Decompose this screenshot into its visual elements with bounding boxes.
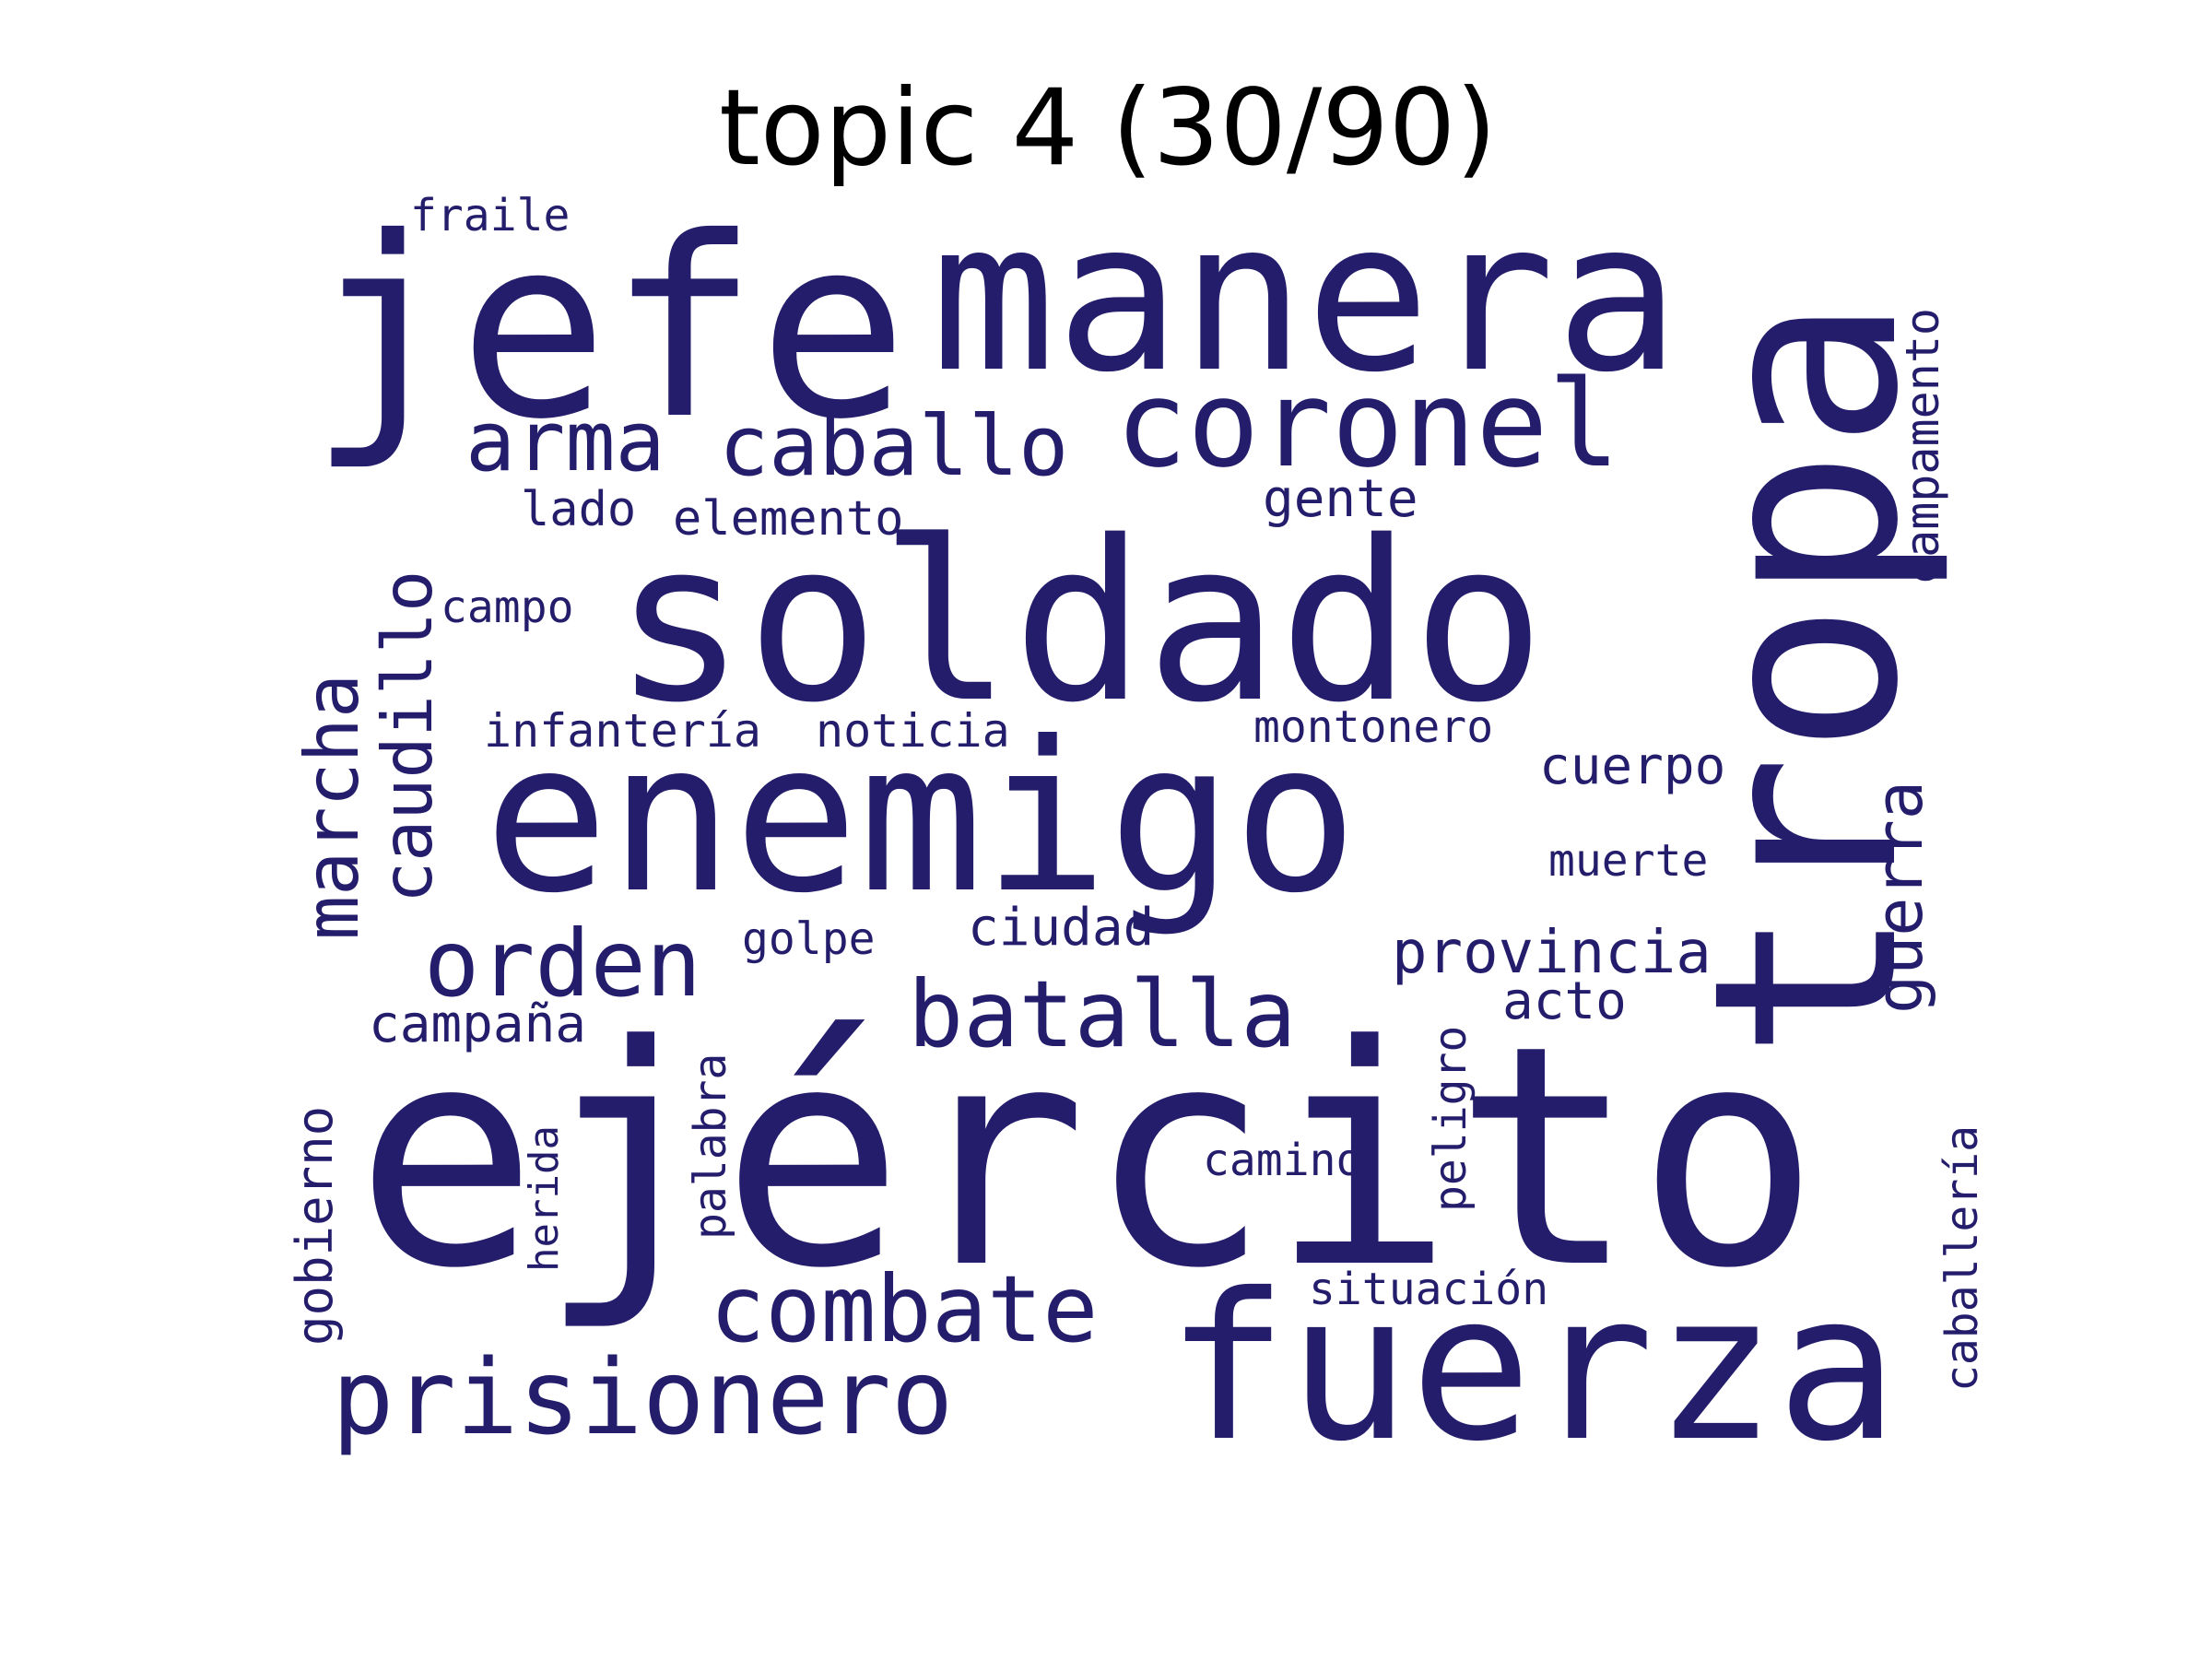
word-23: campaña: [369, 994, 586, 1054]
word-15: arma: [465, 394, 665, 490]
word-35: golpe: [742, 913, 876, 965]
word-9: combate: [710, 1255, 1098, 1363]
word-32: palabra: [685, 1053, 736, 1240]
word-26: elemento: [673, 491, 903, 547]
word-14: caballo: [719, 398, 1068, 495]
word-28: situación: [1309, 1264, 1548, 1315]
word-31: montonero: [1253, 701, 1493, 753]
word-24: caballería: [1936, 1125, 1988, 1392]
word-22: cuerpo: [1539, 736, 1725, 796]
figure-title: topic 4 (30/90): [719, 66, 1497, 189]
word-2: enemigo: [484, 698, 1358, 939]
word-17: provincia: [1392, 919, 1712, 987]
word-38: fraile: [410, 190, 570, 241]
word-34: camino: [1203, 1135, 1362, 1186]
word-1: soldado: [613, 493, 1545, 751]
word-13: caudillo: [367, 571, 448, 903]
word-6: fuerza: [1166, 1250, 1899, 1486]
word-29: noticia: [816, 704, 1010, 758]
word-25: gobierno: [286, 1106, 344, 1346]
word-3: manera: [931, 177, 1680, 418]
word-12: marcha: [289, 674, 375, 940]
word-5: tropa: [1659, 297, 1954, 1060]
word-4: jefe: [309, 183, 908, 474]
word-30: infantería: [484, 704, 761, 758]
word-33: peligro: [1425, 1026, 1477, 1212]
word-8: prisionero: [332, 1338, 953, 1458]
word-0: ejército: [355, 981, 1819, 1335]
word-18: campamento: [1896, 308, 1949, 585]
word-37: herida: [521, 1125, 568, 1272]
word-7: coronel: [1115, 354, 1620, 494]
word-27: lado: [521, 482, 636, 537]
word-39: campo: [441, 582, 574, 633]
word-11: orden: [424, 910, 701, 1018]
word-10: batalla: [908, 960, 1296, 1068]
word-21: acto: [1502, 971, 1627, 1031]
word-36: muerte: [1548, 835, 1708, 887]
word-16: guerra: [1862, 781, 1937, 1014]
word-19: gente: [1263, 469, 1418, 529]
word-20: ciudad: [968, 898, 1154, 958]
